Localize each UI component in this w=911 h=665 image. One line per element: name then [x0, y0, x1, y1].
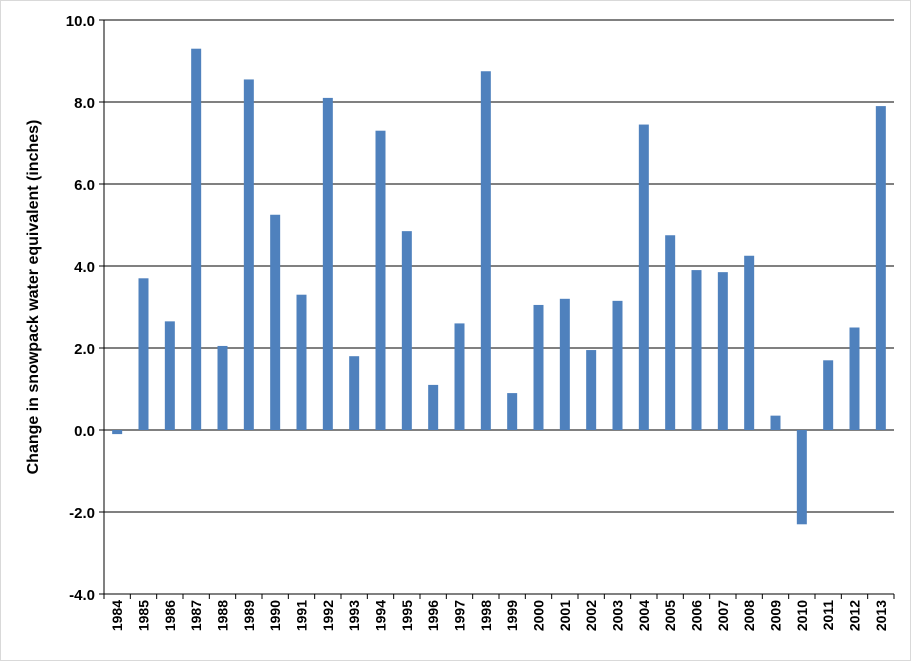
- x-tick-label: 2006: [689, 600, 705, 631]
- x-tick-label: 2002: [583, 600, 599, 631]
- x-tick-label: 1992: [320, 600, 336, 631]
- bar-1989: [243, 79, 254, 430]
- x-tick-label: 2003: [610, 600, 626, 631]
- bar-2007: [717, 272, 728, 430]
- bar-1996: [428, 384, 439, 430]
- y-tick-label: 2.0: [74, 341, 95, 358]
- bar-2010: [796, 430, 807, 525]
- bar-1997: [454, 323, 465, 430]
- x-tick-label: 2001: [557, 600, 573, 631]
- x-tick-labels: 1984 1985 1986 1987 1988 1989 1990 1991 1992 1993…: [103, 594, 895, 631]
- x-tick-label: 1998: [478, 600, 494, 631]
- bar-1985: [138, 278, 149, 430]
- x-tick-label: 2008: [741, 600, 757, 631]
- x-tick-label: 2012: [847, 600, 863, 631]
- x-tick-label: 1987: [188, 600, 204, 631]
- y-tick-label: 4.0: [74, 259, 95, 276]
- x-tick-label: 1996: [425, 600, 441, 631]
- x-tick-label: 1986: [162, 600, 178, 631]
- bar-1999: [507, 393, 518, 430]
- x-tick-label: 2000: [531, 600, 547, 631]
- y-tick-label: 10.0: [66, 13, 95, 30]
- bar-1992: [322, 97, 333, 431]
- bar-2001: [559, 298, 570, 430]
- x-tick-label: 2007: [715, 600, 731, 631]
- bar-2012: [849, 327, 860, 430]
- y-tick-label: -2.0: [69, 505, 95, 522]
- x-tick-label: 1994: [373, 600, 389, 631]
- bar-2006: [691, 270, 702, 430]
- bar-2011: [823, 360, 834, 430]
- y-tick-label: 0.0: [74, 423, 95, 440]
- bar-2008: [744, 255, 755, 430]
- bar-1994: [375, 130, 386, 430]
- x-tick-label: 2010: [794, 600, 810, 631]
- x-tick-label: 1988: [215, 600, 231, 631]
- gridlines: [99, 19, 894, 595]
- bar-1995: [401, 231, 412, 430]
- y-tick-label: 8.0: [74, 95, 95, 112]
- y-tick-label: 6.0: [74, 177, 95, 194]
- x-tick-label: 2004: [636, 600, 652, 631]
- x-tick-label: 2013: [873, 600, 889, 631]
- x-tick-label: 1985: [136, 600, 152, 631]
- bar-1987: [191, 48, 202, 430]
- y-tick-labels: 10.0 8.0 6.0 4.0 2.0 0.0 -2.0 -4.0: [66, 13, 95, 604]
- x-tick-label: 1990: [267, 600, 283, 631]
- bar-1986: [164, 321, 175, 430]
- x-tick-label: 1997: [452, 600, 468, 631]
- x-tick-label: 2005: [662, 600, 678, 631]
- axes: [103, 20, 894, 595]
- bar-1993: [349, 356, 360, 430]
- bar-1984: [112, 430, 123, 435]
- bar-2013: [875, 106, 886, 430]
- x-tick-label: 2011: [820, 600, 836, 631]
- y-axis-label: Change in snowpack water equivalent (inc…: [25, 120, 42, 475]
- bar-2004: [638, 124, 649, 431]
- x-tick-label: 1995: [399, 600, 415, 631]
- bar-2002: [586, 350, 597, 430]
- bar-1998: [480, 71, 491, 430]
- x-tick-label: 1999: [504, 600, 520, 631]
- x-tick-label: 1993: [346, 600, 362, 631]
- x-tick-label: 1989: [241, 600, 257, 631]
- bar-2005: [665, 235, 676, 430]
- x-tick-label: 2009: [768, 600, 784, 631]
- bar-2000: [533, 304, 544, 430]
- bar-1991: [296, 294, 307, 430]
- bar-1990: [270, 214, 281, 430]
- y-tick-label: -4.0: [69, 587, 95, 604]
- bar-1988: [217, 345, 228, 430]
- bar-2003: [612, 300, 623, 430]
- x-tick-label: 1991: [294, 600, 310, 631]
- bar-2009: [770, 415, 781, 430]
- bars: [112, 48, 886, 525]
- x-tick-label: 1984: [109, 600, 125, 631]
